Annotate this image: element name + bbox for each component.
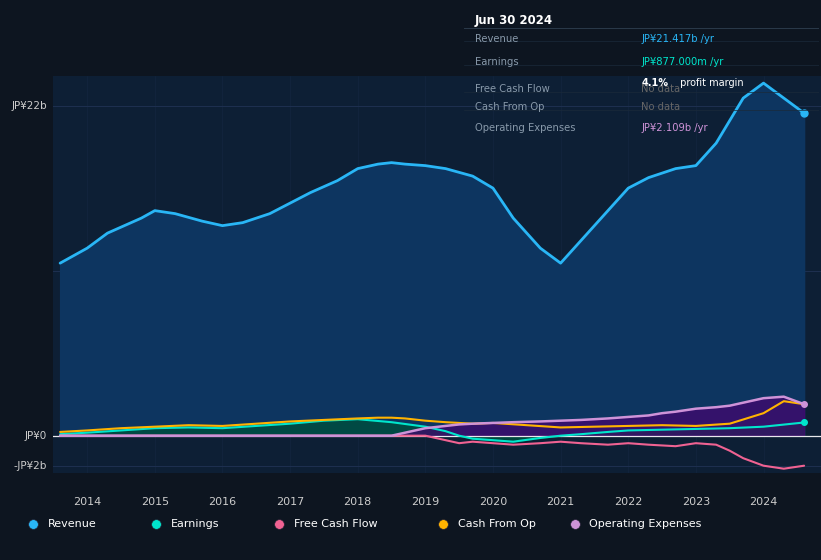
- Text: Jun 30 2024: Jun 30 2024: [475, 14, 553, 27]
- Text: JP¥21.417b /yr: JP¥21.417b /yr: [641, 34, 714, 44]
- Text: Earnings: Earnings: [475, 57, 518, 67]
- Text: Earnings: Earnings: [171, 519, 219, 529]
- Text: No data: No data: [641, 102, 681, 112]
- Text: 2017: 2017: [276, 497, 305, 507]
- Text: 2022: 2022: [614, 497, 643, 507]
- Text: 2024: 2024: [750, 497, 777, 507]
- Text: JP¥877.000m /yr: JP¥877.000m /yr: [641, 57, 723, 67]
- Text: 2014: 2014: [73, 497, 101, 507]
- Text: 2021: 2021: [547, 497, 575, 507]
- Text: 2019: 2019: [411, 497, 439, 507]
- Text: Free Cash Flow: Free Cash Flow: [294, 519, 378, 529]
- Text: 2015: 2015: [140, 497, 169, 507]
- Text: Operating Expenses: Operating Expenses: [475, 123, 575, 133]
- Text: 2020: 2020: [479, 497, 507, 507]
- Text: No data: No data: [641, 84, 681, 94]
- Text: Revenue: Revenue: [48, 519, 96, 529]
- Text: JP¥0: JP¥0: [25, 431, 48, 441]
- Text: Cash From Op: Cash From Op: [475, 102, 544, 112]
- Text: 4.1%: 4.1%: [641, 78, 668, 88]
- Text: Revenue: Revenue: [475, 34, 518, 44]
- Text: Free Cash Flow: Free Cash Flow: [475, 84, 549, 94]
- Text: 2016: 2016: [209, 497, 236, 507]
- Text: JP¥22b: JP¥22b: [11, 101, 48, 111]
- Text: 2023: 2023: [681, 497, 710, 507]
- Text: 2018: 2018: [344, 497, 372, 507]
- Text: profit margin: profit margin: [677, 78, 743, 88]
- Text: JP¥2.109b /yr: JP¥2.109b /yr: [641, 123, 708, 133]
- Text: -JP¥2b: -JP¥2b: [14, 461, 48, 471]
- Text: Cash From Op: Cash From Op: [458, 519, 536, 529]
- Text: Operating Expenses: Operating Expenses: [589, 519, 702, 529]
